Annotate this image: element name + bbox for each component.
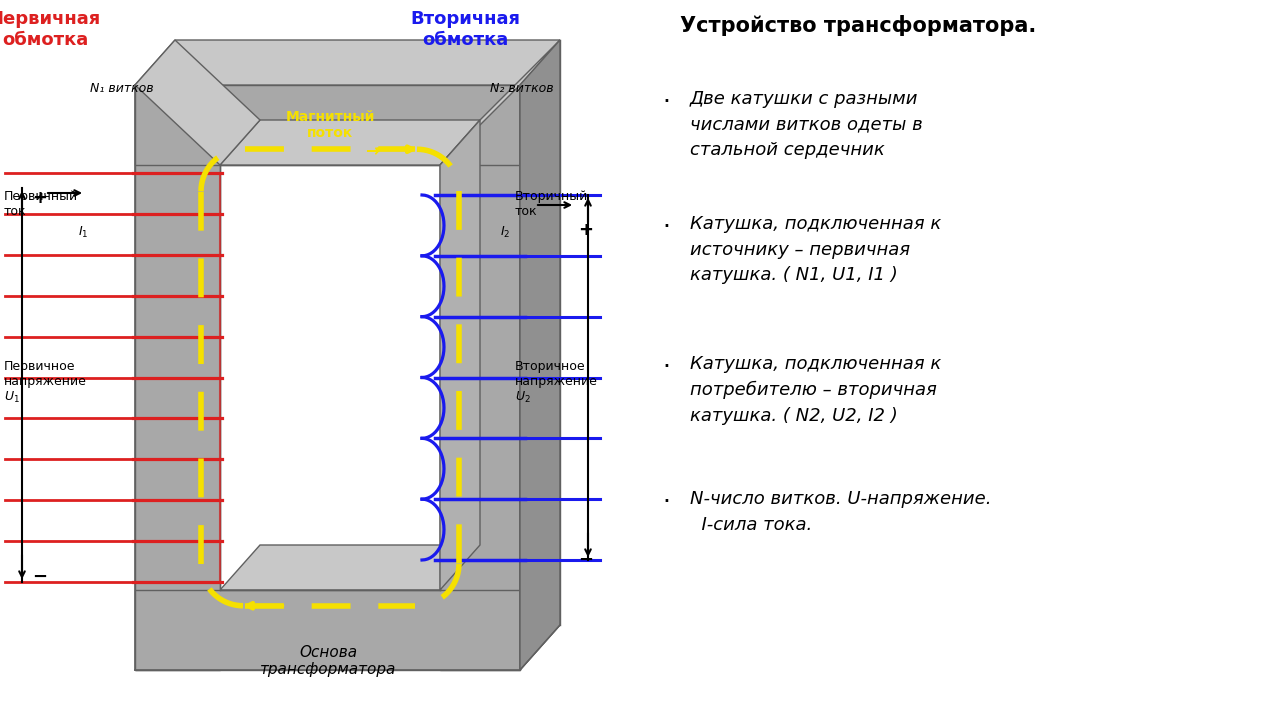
Text: Катушка, подключенная к
потребителю – вторичная
катушка. ( N2, U2, I2 ): Катушка, подключенная к потребителю – вт…: [690, 355, 941, 425]
Polygon shape: [134, 85, 520, 165]
Text: −: −: [32, 568, 47, 586]
Text: N₁ витков: N₁ витков: [90, 82, 154, 95]
Polygon shape: [440, 85, 520, 670]
Text: N₂ витков: N₂ витков: [490, 82, 554, 95]
Text: Вторичный
ток: Вторичный ток: [515, 190, 589, 218]
Text: +: +: [32, 189, 47, 207]
Text: Катушка, подключенная к
источнику – первичная
катушка. ( N1, U1, I1 ): Катушка, подключенная к источнику – перв…: [690, 215, 941, 284]
Text: N-число витков. U-напряжение.
  I-сила тока.: N-число витков. U-напряжение. I-сила ток…: [690, 490, 992, 534]
Text: Вторичное
напряжение
$U_2$: Вторичное напряжение $U_2$: [515, 360, 598, 405]
Text: ·: ·: [662, 355, 669, 379]
Text: $I_2$: $I_2$: [500, 225, 511, 240]
Text: →: →: [365, 142, 379, 160]
Polygon shape: [134, 40, 561, 85]
Polygon shape: [440, 120, 480, 590]
Polygon shape: [220, 545, 480, 590]
Text: ·: ·: [662, 90, 669, 114]
Text: −: −: [579, 551, 593, 569]
Text: Первичная
обмотка: Первичная обмотка: [0, 10, 101, 49]
Text: $I_1$: $I_1$: [78, 225, 88, 240]
Text: Две катушки с разными
числами витков одеты в
стальной сердечник: Две катушки с разными числами витков оде…: [690, 90, 923, 159]
Text: Вторичная
обмотка: Вторичная обмотка: [410, 10, 520, 49]
Text: ·: ·: [662, 490, 669, 514]
Polygon shape: [134, 40, 260, 165]
Text: Устройство трансформатора.: Устройство трансформатора.: [680, 15, 1037, 36]
Polygon shape: [134, 590, 520, 670]
Text: +: +: [579, 221, 593, 239]
Text: Первичное
напряжение
$U_1$: Первичное напряжение $U_1$: [4, 360, 87, 405]
Polygon shape: [220, 120, 480, 165]
Polygon shape: [520, 40, 561, 670]
Polygon shape: [134, 85, 220, 670]
Polygon shape: [134, 625, 561, 670]
Polygon shape: [440, 40, 561, 165]
Text: ·: ·: [662, 215, 669, 239]
Text: Магнитный
поток: Магнитный поток: [285, 110, 375, 140]
Text: Первичный
ток: Первичный ток: [4, 190, 78, 218]
Text: Основа
трансформатора: Основа трансформатора: [260, 645, 397, 678]
